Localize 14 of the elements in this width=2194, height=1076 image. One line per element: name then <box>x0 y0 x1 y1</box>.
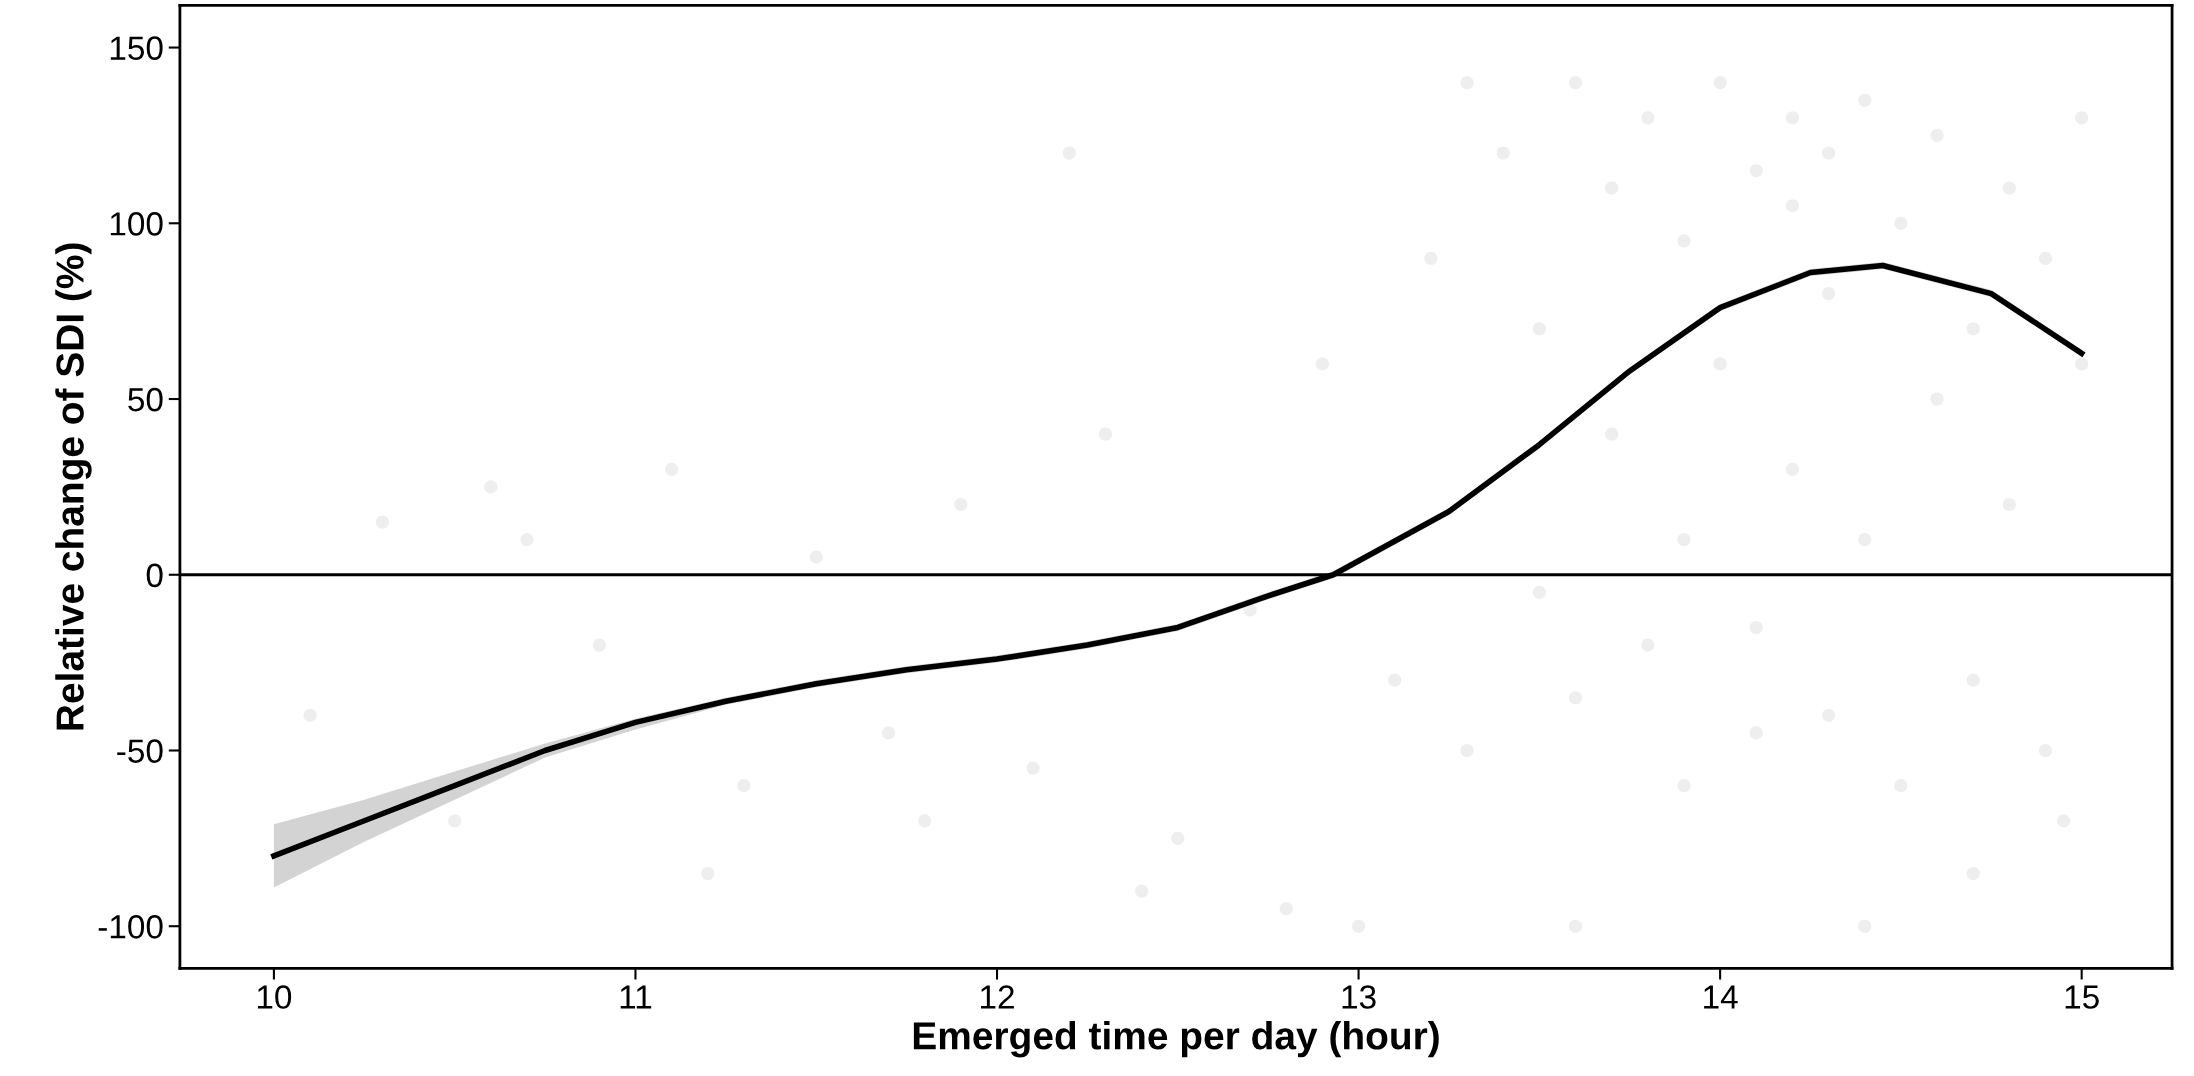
x-tick-label: 10 <box>257 985 292 1009</box>
y-tick-label: -100 <box>98 915 163 939</box>
y-tick-label: 150 <box>110 36 163 60</box>
y-tick-label: 100 <box>110 212 163 236</box>
x-axis-title: Emerged time per day (hour) <box>913 1021 1439 1058</box>
x-tick-label: 15 <box>2065 985 2099 1009</box>
y-axis-title: Relative change of SDI (%) <box>55 243 92 730</box>
y-tick-label: 0 <box>146 563 163 588</box>
x-tick-label: 11 <box>620 985 652 1009</box>
x-tick-label: 12 <box>981 985 1014 1009</box>
y-tick-label: 50 <box>128 387 163 412</box>
y-tick-label: -50 <box>117 739 163 763</box>
x-tick-label: 14 <box>1704 985 1738 1009</box>
x-tick-label: 13 <box>1342 985 1376 1009</box>
